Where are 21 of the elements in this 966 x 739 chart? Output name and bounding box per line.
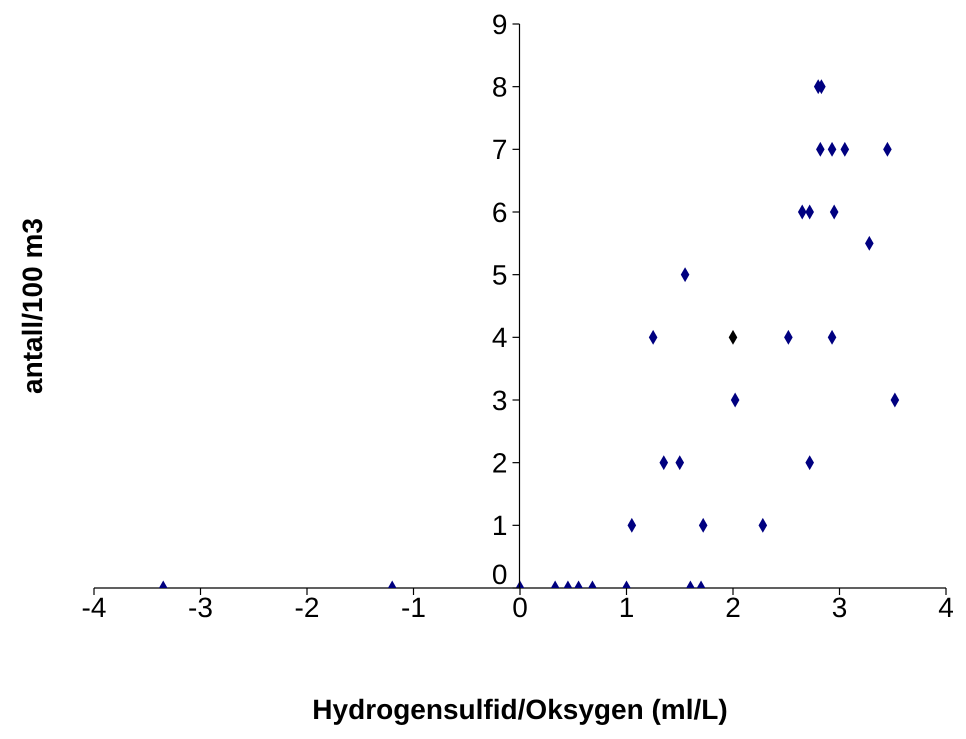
x-tick-label: -3 xyxy=(188,592,213,623)
y-tick-label: 3 xyxy=(492,384,508,416)
x-tick-label: 4 xyxy=(938,592,954,623)
x-tick-label: -1 xyxy=(401,592,426,623)
x-tick-label: -2 xyxy=(294,592,320,623)
x-tick-label: 1 xyxy=(618,592,634,623)
x-tick-label: 2 xyxy=(725,592,741,623)
y-axis-title: antall/100 m3 xyxy=(17,218,49,394)
y-tick-label: 8 xyxy=(492,71,508,102)
x-tick-label: -4 xyxy=(82,592,106,623)
x-tick-label: 0 xyxy=(512,592,528,623)
y-tick-label: 5 xyxy=(492,259,508,290)
y-tick-label: 0 xyxy=(492,558,508,590)
y-tick-label: 6 xyxy=(492,196,508,228)
y-tick-label: 7 xyxy=(492,134,508,166)
y-tick-label: 9 xyxy=(492,8,508,40)
x-axis-title: Hydrogensulfid/Oksygen (ml/L) xyxy=(312,694,728,725)
y-tick-label: 4 xyxy=(492,322,508,354)
y-tick-label: 2 xyxy=(492,447,508,478)
y-tick-label: 1 xyxy=(492,510,508,542)
x-tick-label: 3 xyxy=(832,592,848,623)
